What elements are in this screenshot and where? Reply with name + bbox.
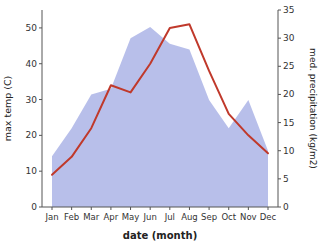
x-tick bbox=[248, 207, 249, 210]
y2-tick bbox=[278, 207, 281, 208]
temp-line bbox=[52, 24, 268, 174]
x-tick bbox=[228, 207, 229, 210]
y-tick bbox=[39, 171, 42, 172]
x-tick-label: May bbox=[122, 212, 140, 222]
x-axis-line bbox=[42, 207, 278, 208]
y2-tick-label: 15 bbox=[283, 118, 294, 128]
y-tick bbox=[39, 207, 42, 208]
x-tick bbox=[110, 207, 111, 210]
y-tick-label: 10 bbox=[26, 166, 38, 176]
x-tick-label: Aug bbox=[181, 212, 198, 222]
y2-tick bbox=[278, 122, 281, 123]
x-tick-label: Apr bbox=[104, 212, 119, 222]
y2-axis-title: med. precipitation (kg/m2) bbox=[308, 48, 318, 169]
y2-tick-label: 25 bbox=[283, 61, 294, 71]
y2-tick-label: 0 bbox=[283, 202, 289, 212]
x-tick-label: Dec bbox=[260, 212, 277, 222]
x-tick bbox=[130, 207, 131, 210]
y2-tick bbox=[278, 150, 281, 151]
y2-tick bbox=[278, 66, 281, 67]
precip-area bbox=[52, 27, 268, 207]
y2-tick bbox=[278, 38, 281, 39]
y-tick-label: 0 bbox=[31, 202, 37, 212]
y-tick-label: 30 bbox=[26, 95, 38, 105]
x-tick bbox=[189, 207, 190, 210]
x-tick bbox=[71, 207, 72, 210]
y2-axis-line bbox=[278, 10, 279, 207]
x-tick-label: Sep bbox=[201, 212, 217, 222]
marks bbox=[52, 24, 268, 207]
y-tick-label: 40 bbox=[26, 59, 38, 69]
x-tick bbox=[169, 207, 170, 210]
x-tick bbox=[209, 207, 210, 210]
y2-tick-label: 35 bbox=[283, 5, 294, 15]
y-axis-line bbox=[42, 10, 43, 207]
x-tick bbox=[52, 207, 53, 210]
y2-tick-label: 5 bbox=[283, 174, 289, 184]
y2-tick-label: 20 bbox=[283, 89, 295, 99]
y-tick bbox=[39, 99, 42, 100]
x-tick-label: Nov bbox=[240, 212, 257, 222]
x-tick-label: Jun bbox=[143, 212, 157, 222]
y-tick-label: 50 bbox=[26, 23, 38, 33]
x-tick bbox=[91, 207, 92, 210]
y-tick-label: 20 bbox=[26, 130, 38, 140]
y2-tick-label: 10 bbox=[283, 146, 295, 156]
x-tick-label: Feb bbox=[64, 212, 79, 222]
x-tick-label: Oct bbox=[221, 212, 236, 222]
y2-tick bbox=[278, 94, 281, 95]
y-axis-title: max temp (C) bbox=[2, 76, 13, 142]
x-axis-title: date (month) bbox=[123, 230, 197, 241]
y-tick bbox=[39, 63, 42, 64]
y-tick bbox=[39, 135, 42, 136]
y2-tick bbox=[278, 10, 281, 11]
x-tick-label: Mar bbox=[83, 212, 100, 222]
x-tick-label: Jan bbox=[44, 212, 58, 222]
chart: 0 10 20 30 40 50 0 5 10 15 20 25 30 35 Jan Feb Mar AprMay… bbox=[0, 0, 318, 247]
y-tick bbox=[39, 27, 42, 28]
y2-tick-label: 30 bbox=[283, 33, 295, 43]
x-tick-label: Jul bbox=[164, 212, 175, 222]
x-tick bbox=[268, 207, 269, 210]
x-tick bbox=[150, 207, 151, 210]
y2-tick bbox=[278, 178, 281, 179]
